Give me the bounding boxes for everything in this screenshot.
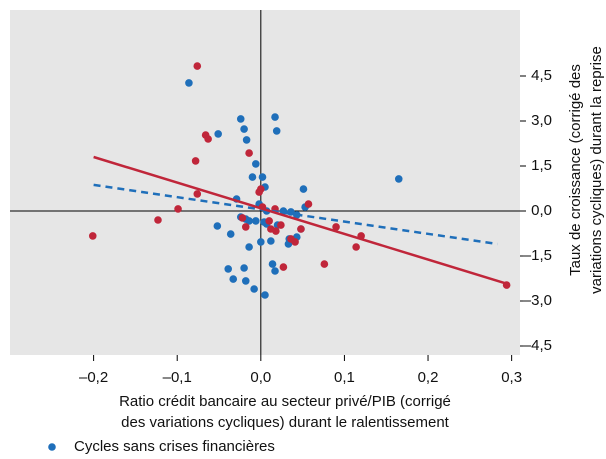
legend-marker <box>48 443 56 451</box>
point <box>267 237 275 245</box>
point <box>88 232 97 240</box>
point <box>320 260 329 268</box>
point <box>332 223 340 231</box>
point <box>185 79 193 87</box>
point <box>261 291 269 299</box>
point <box>191 157 200 165</box>
point <box>255 188 263 196</box>
legend-label: Cycles sans crises financières <box>74 438 275 455</box>
x-axis-title: des variations cycliques) durant le rale… <box>121 414 449 431</box>
point <box>267 225 275 233</box>
point <box>279 263 288 271</box>
point <box>204 135 212 143</box>
point <box>241 277 250 285</box>
point <box>193 62 202 70</box>
point <box>214 130 222 138</box>
point <box>394 175 403 183</box>
y-tick-label: 3,0 <box>531 112 552 129</box>
point <box>352 243 360 251</box>
point <box>252 217 260 225</box>
point <box>277 221 285 229</box>
y-tick-label: –4,5 <box>523 337 552 354</box>
x-tick-label: 0,0 <box>250 369 271 386</box>
y-tick-label: 4,5 <box>531 67 552 84</box>
y-axis-title: Taux de croissance (corrigé des <box>567 64 584 276</box>
point <box>154 216 162 224</box>
x-tick-label: 0,2 <box>418 369 439 386</box>
y-tick-label: –3,0 <box>523 292 552 309</box>
point <box>265 217 273 225</box>
point <box>297 225 305 233</box>
x-tick-label: –0,2 <box>79 369 108 386</box>
point <box>258 173 267 181</box>
point <box>213 222 222 230</box>
point <box>272 127 281 135</box>
y-tick-label: 0,0 <box>531 202 552 219</box>
y-tick-label: 1,5 <box>531 157 552 174</box>
point <box>291 238 299 246</box>
point <box>271 267 279 275</box>
point <box>299 185 308 193</box>
point <box>226 230 235 238</box>
plot-area <box>10 10 520 355</box>
point <box>193 190 202 198</box>
point <box>242 136 251 144</box>
point <box>304 200 313 208</box>
point <box>238 214 247 222</box>
y-tick-label: –1,5 <box>523 247 552 264</box>
point <box>252 160 260 168</box>
point <box>174 205 182 213</box>
point <box>229 275 238 283</box>
point <box>241 223 250 231</box>
point <box>224 265 233 273</box>
point <box>236 115 245 123</box>
point <box>245 149 253 157</box>
y-axis-title: variations cycliques) durant la reprise <box>588 46 605 294</box>
x-axis-title: Ratio crédit bancaire au secteur privé/P… <box>119 393 451 410</box>
point <box>268 260 277 268</box>
x-tick-label: 0,3 <box>501 369 522 386</box>
point <box>245 217 253 225</box>
point <box>240 264 248 272</box>
fit-line <box>93 183 498 246</box>
point <box>248 173 257 181</box>
point <box>271 113 279 121</box>
point <box>240 125 248 133</box>
point <box>257 238 265 246</box>
x-tick-label: –0,1 <box>163 369 192 386</box>
point <box>245 243 253 251</box>
x-tick-label: 0,1 <box>334 369 355 386</box>
fit-line <box>93 155 508 286</box>
point <box>250 285 258 293</box>
